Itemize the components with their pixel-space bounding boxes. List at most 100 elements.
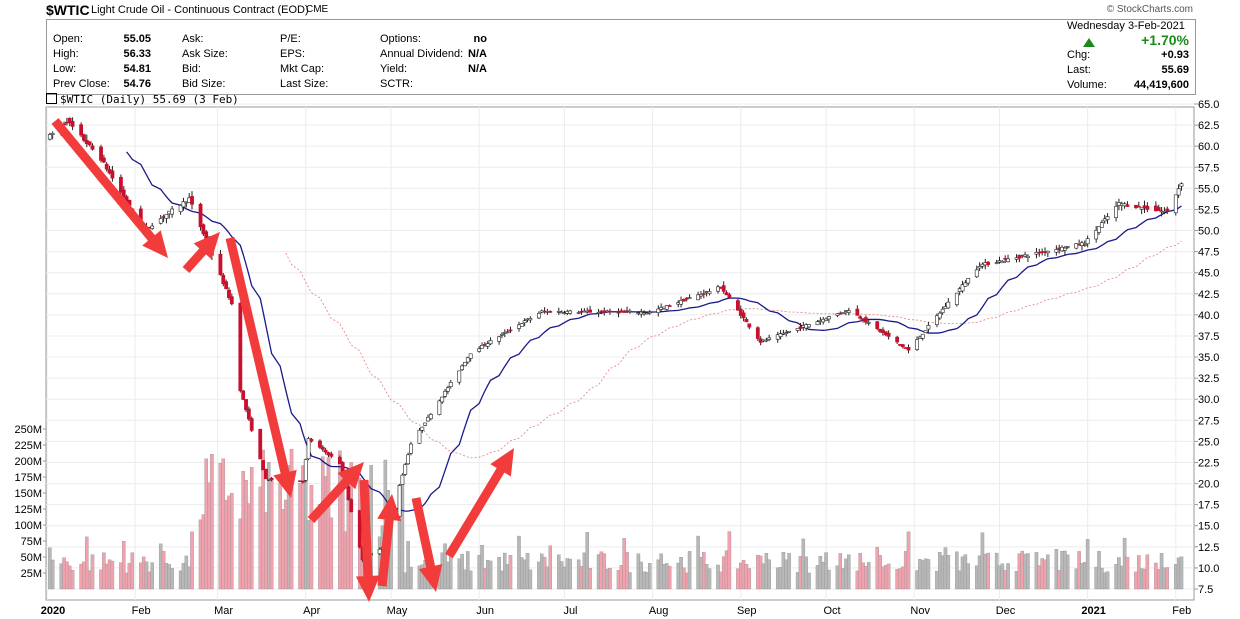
candle-body: [875, 321, 880, 329]
series-legend: $WTIC (Daily) 55.69 (3 Feb): [46, 93, 239, 106]
volume-tick-label: 200M: [14, 456, 42, 468]
last-size-label: Last Size:: [280, 78, 329, 90]
candle-body: [417, 429, 422, 444]
options-label: Options:: [380, 33, 421, 45]
candle-body: [190, 196, 194, 205]
candle-body: [1165, 208, 1170, 212]
candle-body: [519, 323, 524, 327]
date-tick-label: May: [387, 605, 408, 617]
candle-body: [994, 262, 999, 264]
volume-tick-label: 225M: [14, 440, 42, 452]
volume-bar: [568, 558, 572, 590]
candle-body: [707, 291, 712, 294]
price-tick-label: 7.5: [1198, 584, 1213, 596]
candle-body: [1062, 247, 1067, 251]
price-tick-label: 37.5: [1198, 331, 1219, 343]
candle-body: [681, 298, 686, 302]
prev-close-value: 54.76: [123, 78, 151, 90]
candle-body: [778, 333, 783, 337]
volume-bar: [1065, 554, 1070, 590]
candle-body: [701, 293, 706, 295]
volume-bar: [349, 462, 353, 590]
candle-body: [1099, 222, 1104, 228]
candle-body: [337, 457, 342, 464]
candle-body: [258, 428, 263, 460]
candle-body: [164, 214, 169, 219]
candle-body: [744, 318, 749, 323]
candle-body: [406, 454, 410, 465]
price-tick-label: 15.0: [1198, 521, 1219, 533]
candle-body: [448, 381, 453, 387]
candle-body: [1097, 226, 1101, 233]
candle-body: [1179, 183, 1184, 187]
volume-bar: [122, 541, 126, 590]
price-tick-label: 57.5: [1198, 162, 1219, 174]
candle-body: [1139, 207, 1144, 210]
candle-body: [50, 133, 55, 135]
dividend-label: Annual Dividend:: [380, 48, 464, 60]
percent-change: +1.70%: [1141, 32, 1189, 48]
volume-bar: [85, 536, 89, 590]
candle-body: [1026, 255, 1030, 258]
candle-body: [798, 326, 803, 329]
annotation-arrow: [445, 448, 514, 559]
candle-body: [827, 316, 831, 320]
volume-axis: 250M 225M 200M 175M 150M 125M 100M 75M 50M 25M: [14, 424, 46, 580]
candle-body: [522, 320, 527, 324]
candle-body: [320, 446, 325, 450]
candle-body: [923, 330, 928, 333]
last-label: Last:: [1067, 64, 1091, 76]
candle-body: [846, 310, 851, 313]
volume-bar: [70, 570, 75, 590]
candle-body: [1014, 257, 1019, 260]
candle-body: [224, 281, 229, 289]
candle-body: [687, 297, 692, 299]
annotation-arrows: [51, 118, 514, 602]
volume-bar: [480, 545, 484, 590]
volume-bar: [866, 562, 871, 590]
candle-body: [858, 316, 863, 319]
candle-body: [937, 312, 942, 319]
candle-body: [420, 426, 425, 431]
volume-bar: [707, 568, 712, 590]
volume-bar: [955, 551, 959, 590]
candle-body: [500, 333, 504, 336]
candle-body: [664, 305, 669, 310]
prev-close-label: Prev Close:: [53, 78, 110, 90]
candle-body: [974, 269, 979, 278]
candle-body: [460, 365, 465, 370]
candle-body: [409, 443, 413, 454]
candle-body: [229, 296, 234, 305]
volume-bar: [648, 563, 652, 590]
candle-body: [170, 208, 175, 215]
candle-body: [724, 292, 729, 296]
candle-body: [497, 336, 501, 342]
candle-body: [82, 134, 86, 141]
change-value: +0.93: [1161, 49, 1189, 61]
price-axis: 65.0 62.5 60.0 57.5 55.0 52.5 50.0 47.5 45.0 42.5…: [1194, 99, 1219, 596]
candle-body: [428, 414, 433, 420]
date-tick-label: Jun: [476, 605, 494, 617]
volume-bar: [289, 449, 294, 590]
symbol-title: $WTIC: [46, 2, 90, 18]
candle-body: [221, 274, 226, 285]
candle-body: [249, 418, 254, 431]
volume-bar: [210, 454, 214, 590]
volume-bar: [667, 566, 672, 590]
date-tick-label: Nov: [910, 605, 930, 617]
candle-body: [244, 399, 248, 411]
volume-bar: [946, 555, 951, 590]
volume-bar: [986, 552, 990, 590]
candle-body: [349, 499, 354, 513]
volume-bar: [528, 569, 533, 590]
candle-body: [656, 308, 661, 313]
candle-body: [954, 292, 959, 306]
candle-body: [647, 311, 652, 314]
candle-body: [218, 253, 223, 276]
candle-body: [1085, 238, 1090, 245]
volume-bar: [926, 559, 931, 590]
candle-body: [1136, 205, 1141, 208]
price-tick-label: 47.5: [1198, 247, 1219, 259]
candle-body: [528, 318, 533, 321]
candle-body: [480, 345, 484, 349]
